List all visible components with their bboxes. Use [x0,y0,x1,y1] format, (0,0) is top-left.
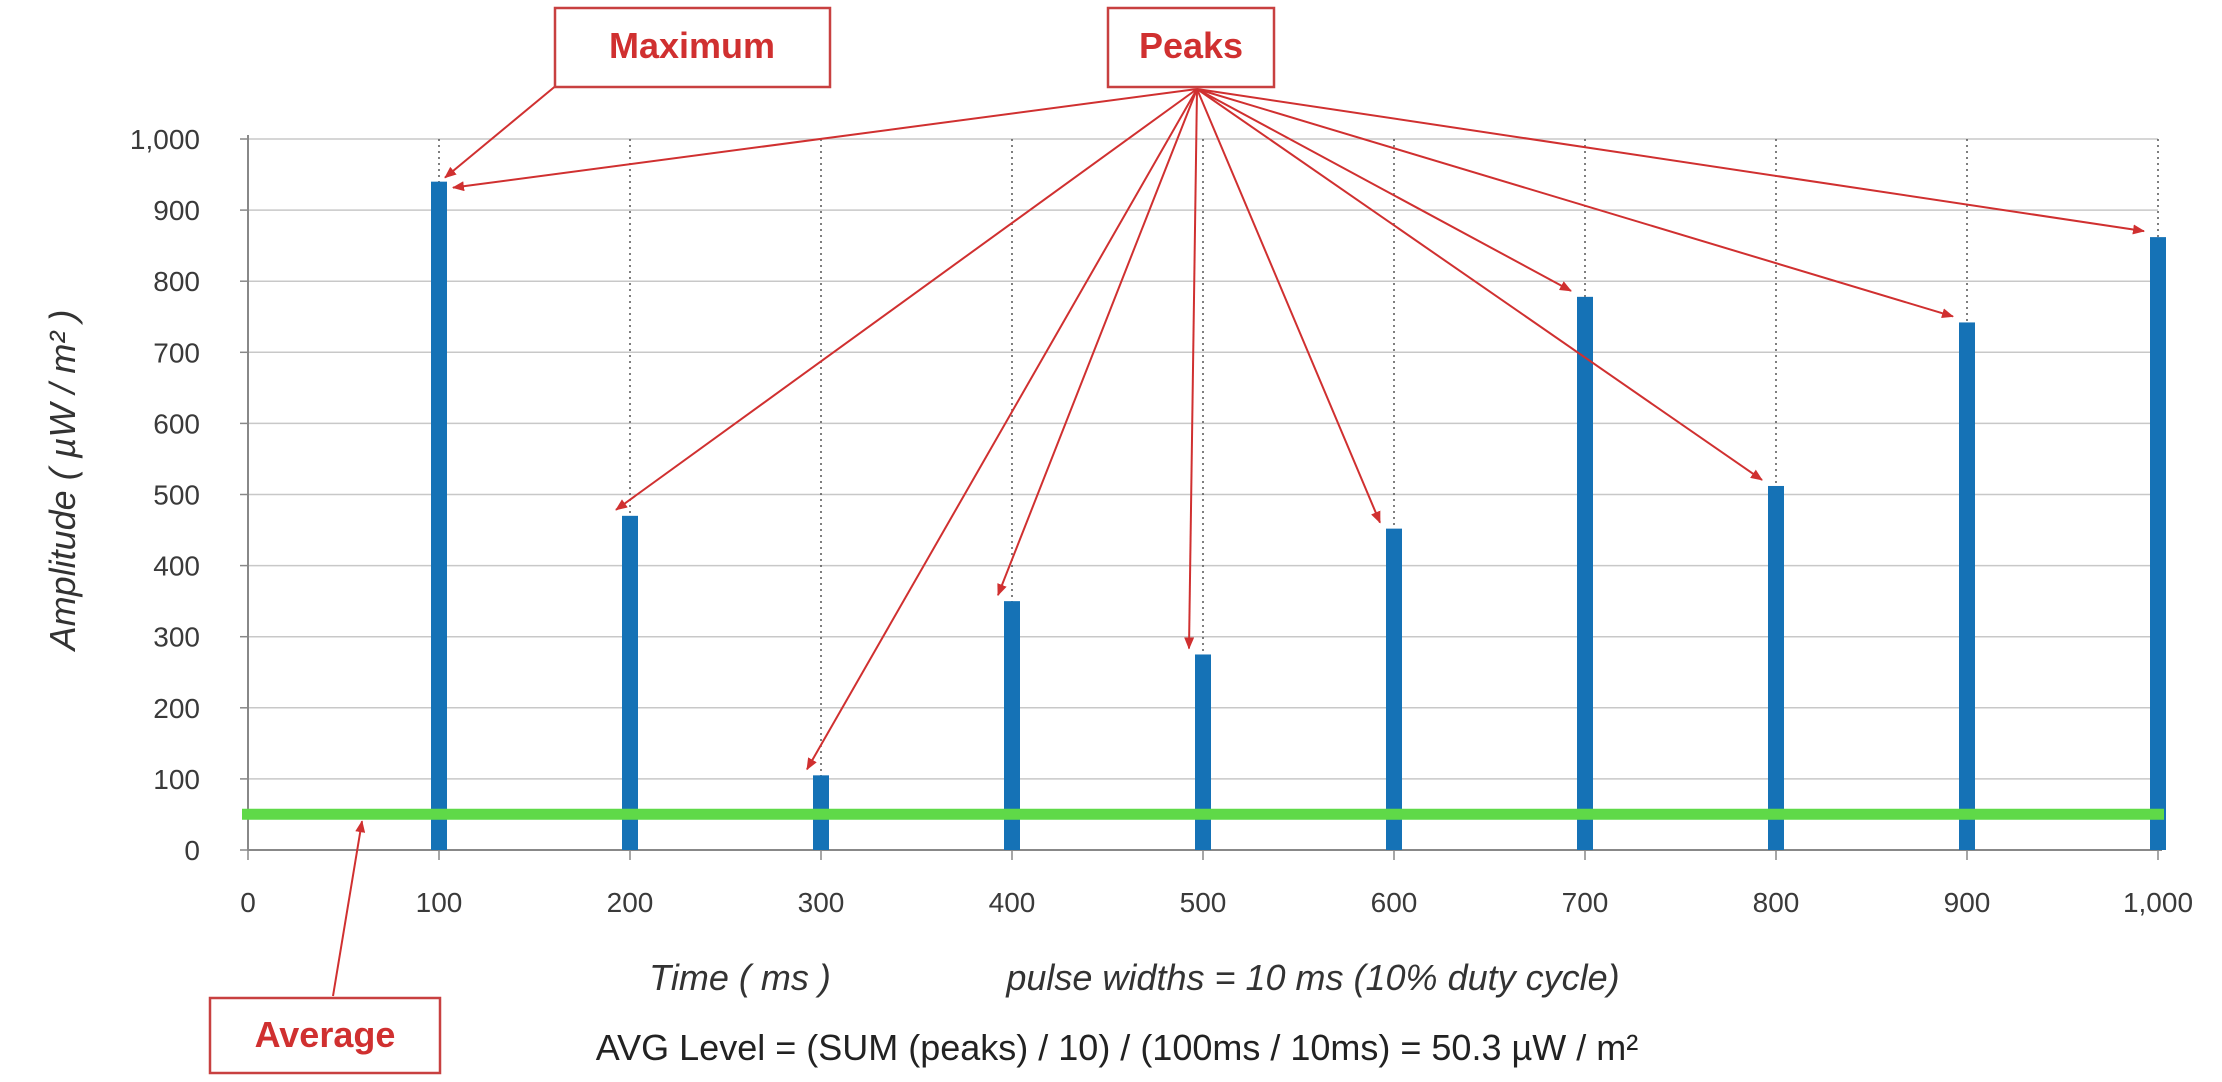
annotation-arrow [444,83,559,179]
average-callout-label: Average [255,1014,396,1055]
annotation-arrow [1196,88,1763,481]
y-tick-label: 400 [153,551,200,582]
bar [1386,528,1402,850]
y-tick-label: 0 [184,835,200,866]
bars [431,181,2166,851]
y-tick-label: 600 [153,408,200,439]
bar [1004,601,1020,850]
average-formula: AVG Level = (SUM (peaks) / 10) / (100ms … [596,1027,1638,1068]
x-tick-label: 300 [798,887,845,918]
y-tick-label: 200 [153,693,200,724]
bar [1577,296,1593,850]
x-tick-label: 200 [607,887,654,918]
y-tick-label: 500 [153,480,200,511]
bar [622,515,638,850]
annotation-arrow [615,88,1198,511]
y-tick-label: 900 [153,195,200,226]
annotation-arrow [1184,88,1198,650]
bar [1959,322,1975,850]
x-tick-label: 400 [989,887,1036,918]
x-tick-label: 1,000 [2123,887,2193,918]
x-tick-label: 0 [240,887,256,918]
y-tick-label: 1,000 [130,124,200,155]
bar [2150,237,2166,851]
annotation-arrow [1196,88,1381,524]
maximum-callout-box [553,6,832,89]
y-tick-label: 800 [153,266,200,297]
average-callout: Average [208,996,442,1075]
x-tick-label: 600 [1371,887,1418,918]
peaks-callout-label: Peaks [1139,25,1243,66]
annotation-arrow [1196,88,1954,319]
x-tick-label: 900 [1944,887,1991,918]
y-tick-label: 300 [153,622,200,653]
y-axis-label: Amplitude ( µW / m² ) [42,310,83,653]
x-tick-label: 100 [416,887,463,918]
annotation-arrow [332,820,366,997]
x-axis-label: Time ( ms ) [649,957,831,998]
annotation-arrow [1196,88,1572,292]
y-tick-label: 100 [153,764,200,795]
peaks-callout: Peaks [1106,6,1276,89]
bar [1768,485,1784,850]
annotation-arrow [452,88,1198,192]
annotation-arrow [806,88,1198,771]
maximum-callout-label: Maximum [609,25,775,66]
bar [1195,654,1211,850]
annotation-arrow [997,88,1198,597]
bar [431,181,447,850]
y-tick-label: 700 [153,337,200,368]
x-tick-label: 800 [1753,887,1800,918]
x-tick-label: 500 [1180,887,1227,918]
peaks-callout-box [1106,6,1276,89]
tick-labels: 0 100 200 300 400 500 600 700 800 900 1,000 0 100 200… [130,124,2193,918]
maximum-callout: Maximum [553,6,832,89]
average-callout-box [208,996,442,1075]
annotation-arrows [332,83,2145,997]
annotation-arrow [1196,88,2145,235]
x-tick-label: 700 [1562,887,1609,918]
duty-cycle-note: pulse widths = 10 ms (10% duty cycle) [1005,957,1619,998]
